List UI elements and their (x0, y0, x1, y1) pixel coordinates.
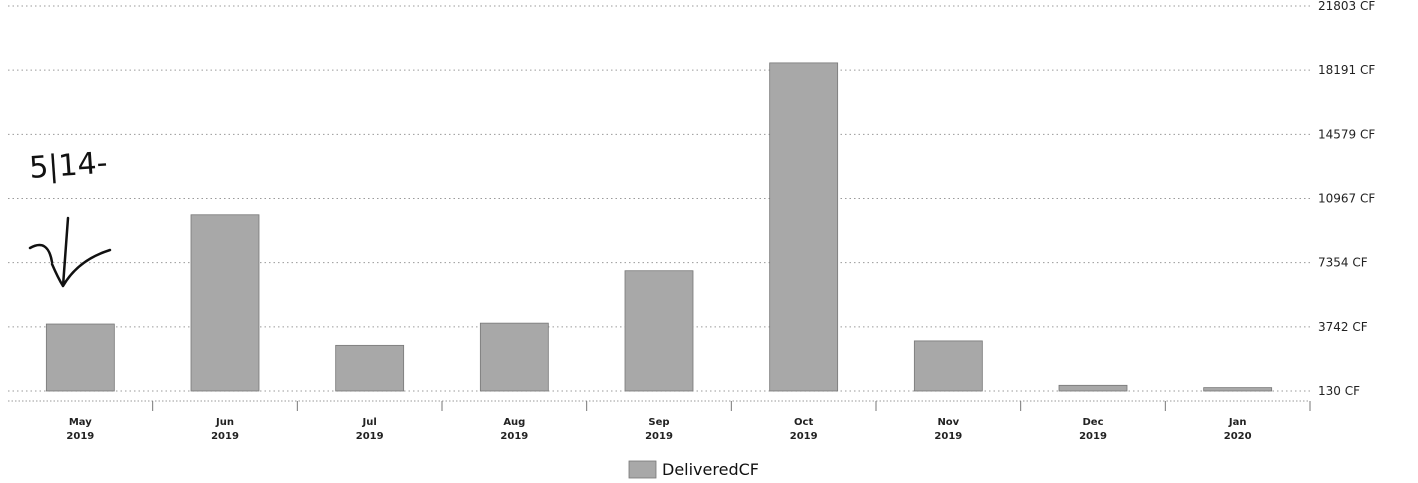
y-tick-label: 18191 CF (1318, 63, 1375, 77)
bar (1203, 387, 1273, 392)
legend-label-deliveredcf: DeliveredCF (662, 460, 759, 479)
y-tick-label: 21803 CF (1318, 0, 1375, 13)
x-tick-label: Dec 2019 (1079, 417, 1107, 442)
bar (190, 214, 260, 392)
x-tick-label: May 2019 (66, 417, 94, 442)
bar (335, 344, 405, 392)
bar (1058, 384, 1128, 392)
x-tick-label: Nov 2019 (934, 417, 962, 442)
bars (45, 62, 1273, 392)
x-tick-label: Sep 2019 (645, 417, 673, 442)
y-tick-label: 130 CF (1318, 384, 1360, 398)
x-tick-label: Oct 2019 (790, 417, 818, 442)
x-tick-label: Jun 2019 (211, 417, 239, 442)
x-tick-label: Jul 2019 (356, 417, 384, 442)
y-tick-label: 10967 CF (1318, 191, 1375, 205)
x-axis-category-labels: May 2019 Jun 2019 Jul 2019 Aug 2019 Sep 2019 Oct 20… (66, 417, 1251, 442)
x-tick-label: Aug 2019 (500, 417, 528, 442)
y-tick-label: 7354 CF (1318, 256, 1368, 270)
bar (913, 340, 983, 392)
handwritten-arrow-icon (28, 216, 112, 288)
bar (45, 323, 115, 392)
bar (624, 270, 694, 392)
legend: DeliveredCF (628, 460, 759, 479)
x-axis (8, 400, 1311, 411)
y-tick-label: 3742 CF (1318, 320, 1368, 334)
legend-swatch (628, 460, 657, 479)
x-tick-label: Jan 2020 (1224, 417, 1252, 442)
handwritten-date-note: 5|14- (28, 146, 108, 186)
y-tick-label: 14579 CF (1318, 127, 1375, 141)
y-axis-tick-labels: 130 CF 3742 CF 7354 CF 10967 CF 14579 CF 1819… (1318, 0, 1375, 398)
bar (769, 62, 839, 392)
bar (479, 322, 549, 392)
handwritten-annotation: 5|14- (28, 146, 112, 288)
